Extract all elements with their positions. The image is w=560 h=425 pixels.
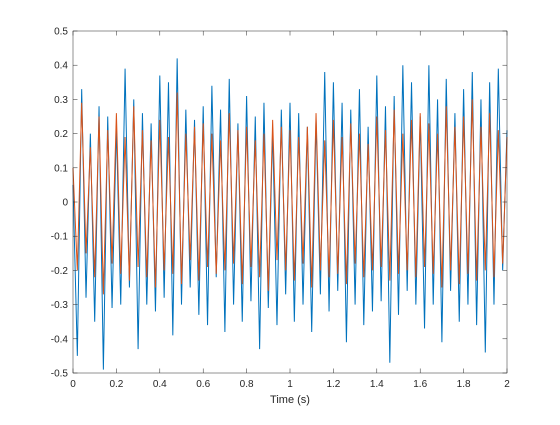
x-tick-label: 0.2 (109, 379, 123, 390)
y-tick-label: -0.1 (51, 232, 69, 243)
x-tick-label: 1.2 (326, 379, 340, 390)
x-tick-label: 2 (504, 379, 510, 390)
y-tick-label: 0.4 (54, 61, 68, 72)
y-tick-label: 0.1 (54, 163, 68, 174)
series-layer (72, 58, 508, 370)
plot-area (73, 31, 507, 373)
y-tick-label: -0.5 (51, 369, 69, 380)
y-tick-label: 0.2 (54, 129, 68, 140)
series-2-line (72, 92, 508, 295)
x-tick-label: 0.6 (196, 379, 210, 390)
y-tick-label: -0.4 (51, 334, 69, 345)
y-tick-label: -0.3 (51, 300, 69, 311)
x-tick-label: 0 (70, 379, 76, 390)
y-tick-label: -0.2 (51, 266, 69, 277)
x-tick-label: 0.4 (153, 379, 167, 390)
x-tick-label: 1 (287, 379, 293, 390)
x-axis-label: Time (s) (270, 394, 310, 406)
x-tick-label: 1.4 (370, 379, 384, 390)
y-tick-label: 0.5 (54, 27, 68, 38)
x-tick-label: 1.6 (413, 379, 427, 390)
x-tick-label: 0.8 (240, 379, 254, 390)
series-2 (72, 92, 508, 295)
y-tick-label: 0 (62, 198, 68, 209)
y-tick-label: 0.3 (54, 95, 68, 106)
x-tick-label: 1.8 (457, 379, 471, 390)
ticks-layer: 0 0.2 0.4 0.6 0.8 1 1.2 1.4 1.6 1.8 2 -0.5 -0.4 -0.3 -… (51, 27, 510, 391)
